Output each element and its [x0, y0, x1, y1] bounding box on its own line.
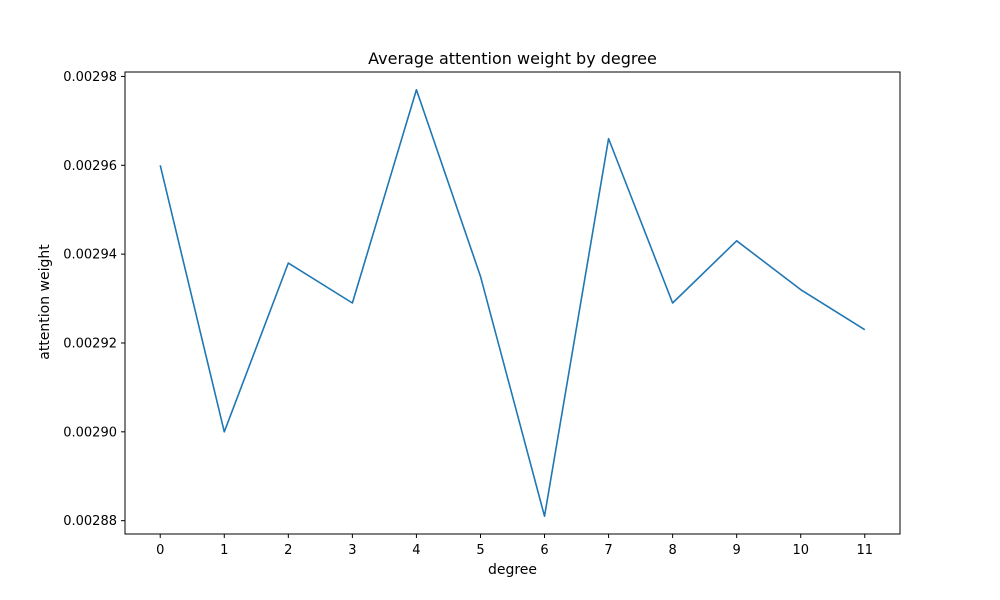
x-tick-label: 2: [284, 543, 292, 558]
plot-area: 0 1 2 3 4 5 6 7 8 9 10 11 0.002880.002900.002920.00…: [63, 70, 901, 558]
y-tick-label: 0.00296: [63, 159, 117, 174]
x-tick-label: 5: [476, 543, 484, 558]
x-tick-label: 3: [348, 543, 356, 558]
x-tick-label: 11: [856, 543, 873, 558]
x-axis-ticks: 0 1 2 3 4 5 6 7 8 9 10 11: [156, 534, 873, 558]
x-tick-label: 6: [540, 543, 548, 558]
y-axis-ticks: 0.00288 0.00290 0.00292 0.00294 0.00296 0.002…: [63, 70, 125, 529]
x-tick-label: 9: [733, 543, 741, 558]
y-tick-label: 0.00290: [63, 425, 117, 440]
chart-title: Average attention weight by degree: [368, 49, 657, 68]
x-tick-label: 1: [220, 543, 228, 558]
plot-frame: [124, 71, 901, 535]
x-tick-label: 0: [156, 543, 164, 558]
x-tick-label: 4: [412, 543, 420, 558]
y-axis-label: attention weight: [37, 244, 53, 360]
series-group: [159, 88, 866, 518]
x-tick-label: 7: [604, 543, 612, 558]
x-axis-label: degree: [488, 562, 537, 578]
y-tick-label: 0.00298: [63, 70, 117, 85]
x-tick-label: 10: [792, 543, 809, 558]
series-line: [159, 88, 866, 518]
x-tick-label: 8: [668, 543, 676, 558]
y-tick-label: 0.00292: [63, 336, 117, 351]
y-tick-label: 0.00288: [63, 514, 117, 529]
y-tick-label: 0.00294: [63, 248, 117, 263]
